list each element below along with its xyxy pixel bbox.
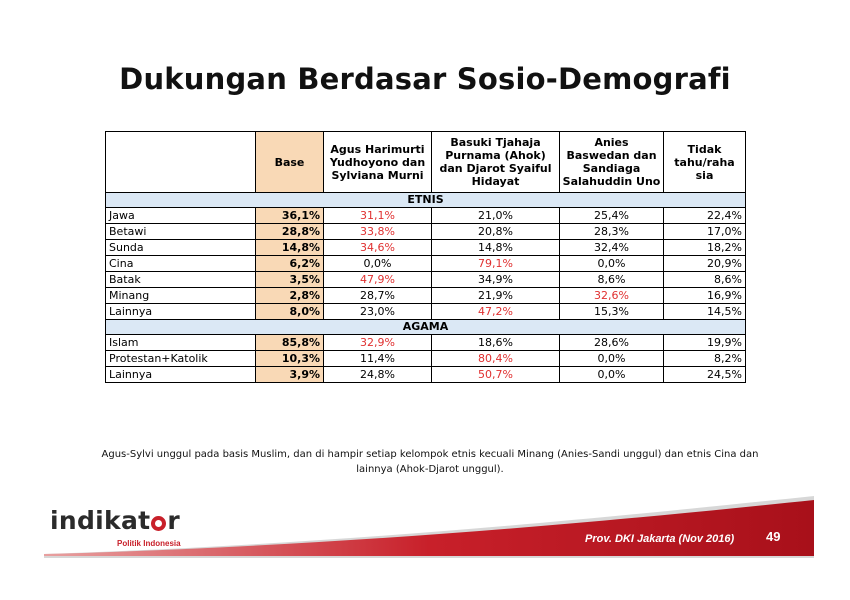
table-row: Sunda 14,8% 34,6% 14,8% 32,4% 18,2%	[105, 239, 746, 256]
footnote: Agus-Sylvi unggul pada basis Muslim, dan…	[101, 449, 759, 475]
base-cell: 8,0%	[255, 303, 324, 320]
base-cell: 14,8%	[255, 239, 324, 256]
row-label: Sunda	[105, 239, 256, 256]
section-label: ETNIS	[105, 192, 746, 208]
base-cell: 6,2%	[255, 255, 324, 272]
cell-tidak: 19,9%	[663, 334, 746, 351]
row-label: Jawa	[105, 207, 256, 224]
table-body: ETNIS Jawa 36,1% 31,1% 21,0% 25,4% 22,4% Betawi…	[105, 192, 746, 383]
cell-basuki: 47,2%	[431, 303, 560, 320]
cell-anies: 25,4%	[559, 207, 664, 224]
cell-tidak: 20,9%	[663, 255, 746, 272]
row-label: Batak	[105, 271, 256, 288]
cell-tidak: 17,0%	[663, 223, 746, 240]
table-row: Batak 3,5% 47,9% 34,9% 8,6% 8,6%	[105, 271, 746, 288]
cell-basuki: 14,8%	[431, 239, 560, 256]
base-cell: 3,5%	[255, 271, 324, 288]
header-basuki: Basuki Tjahaja Purnama (Ahok) dan Djarot…	[431, 131, 560, 193]
cell-tidak: 14,5%	[663, 303, 746, 320]
section-row-etnis: ETNIS	[105, 192, 746, 208]
cell-agus: 34,6%	[323, 239, 432, 256]
section-label: AGAMA	[105, 319, 746, 335]
footer-swoosh	[44, 496, 814, 558]
cell-anies: 32,6%	[559, 287, 664, 304]
cell-agus: 23,0%	[323, 303, 432, 320]
page-title: Dukungan Berdasar Sosio-Demografi	[119, 62, 731, 96]
base-cell: 36,1%	[255, 207, 324, 224]
cell-tidak: 18,2%	[663, 239, 746, 256]
cell-agus: 0,0%	[323, 255, 432, 272]
cell-anies: 28,6%	[559, 334, 664, 351]
table-row: Minang 2,8% 28,7% 21,9% 32,6% 16,9%	[105, 287, 746, 304]
section-row-agama: AGAMA	[105, 319, 746, 335]
table-row: Cina 6,2% 0,0% 79,1% 0,0% 20,9%	[105, 255, 746, 272]
support-table: Base Agus Harimurti Yudhoyono dan Sylvia…	[105, 131, 746, 383]
cell-tidak: 22,4%	[663, 207, 746, 224]
table-row: Islam 85,8% 32,9% 18,6% 28,6% 19,9%	[105, 334, 746, 351]
logo-o-icon	[151, 516, 167, 531]
cell-tidak: 8,2%	[663, 350, 746, 367]
base-cell: 3,9%	[255, 366, 324, 383]
logo-text-start: indikat	[50, 506, 151, 535]
base-cell: 2,8%	[255, 287, 324, 304]
cell-basuki: 21,0%	[431, 207, 560, 224]
cell-anies: 0,0%	[559, 350, 664, 367]
table-row: Lainnya 3,9% 24,8% 50,7% 0,0% 24,5%	[105, 366, 746, 383]
indikator-logo: indikat r	[50, 506, 180, 535]
cell-agus: 33,8%	[323, 223, 432, 240]
cell-agus: 47,9%	[323, 271, 432, 288]
table-row: Jawa 36,1% 31,1% 21,0% 25,4% 22,4%	[105, 207, 746, 224]
cell-anies: 0,0%	[559, 366, 664, 383]
cell-agus: 11,4%	[323, 350, 432, 367]
header-blank	[105, 131, 256, 193]
cell-basuki: 18,6%	[431, 334, 560, 351]
logo-text-end: r	[167, 506, 181, 535]
cell-basuki: 79,1%	[431, 255, 560, 272]
cell-agus: 31,1%	[323, 207, 432, 224]
cell-basuki: 21,9%	[431, 287, 560, 304]
row-label: Lainnya	[105, 366, 256, 383]
footer-region: Prov. DKI Jakarta (Nov 2016)	[585, 533, 735, 545]
cell-agus: 32,9%	[323, 334, 432, 351]
base-cell: 10,3%	[255, 350, 324, 367]
table-header-row: Base Agus Harimurti Yudhoyono dan Sylvia…	[105, 131, 746, 193]
header-agus: Agus Harimurti Yudhoyono dan Sylviana Mu…	[323, 131, 432, 193]
cell-agus: 24,8%	[323, 366, 432, 383]
cell-tidak: 24,5%	[663, 366, 746, 383]
cell-basuki: 80,4%	[431, 350, 560, 367]
cell-tidak: 8,6%	[663, 271, 746, 288]
header-base: Base	[255, 131, 324, 193]
row-label: Lainnya	[105, 303, 256, 320]
header-tidak: Tidak tahu/raha sia	[663, 131, 746, 193]
logo-subtitle: Politik Indonesia	[117, 539, 181, 548]
row-label: Islam	[105, 334, 256, 351]
table-row: Betawi 28,8% 33,8% 20,8% 28,3% 17,0%	[105, 223, 746, 240]
cell-anies: 8,6%	[559, 271, 664, 288]
base-cell: 85,8%	[255, 334, 324, 351]
row-label: Cina	[105, 255, 256, 272]
cell-tidak: 16,9%	[663, 287, 746, 304]
cell-basuki: 50,7%	[431, 366, 560, 383]
row-label: Minang	[105, 287, 256, 304]
row-label: Protestan+Katolik	[105, 350, 256, 367]
row-label: Betawi	[105, 223, 256, 240]
table-row: Protestan+Katolik 10,3% 11,4% 80,4% 0,0% 8,2%	[105, 350, 746, 367]
cell-basuki: 34,9%	[431, 271, 560, 288]
page-number: 49	[766, 529, 781, 544]
cell-agus: 28,7%	[323, 287, 432, 304]
base-cell: 28,8%	[255, 223, 324, 240]
header-anies: Anies Baswedan dan Sandiaga Salahuddin U…	[559, 131, 664, 193]
cell-anies: 15,3%	[559, 303, 664, 320]
cell-anies: 0,0%	[559, 255, 664, 272]
table-row: Lainnya 8,0% 23,0% 47,2% 15,3% 14,5%	[105, 303, 746, 320]
cell-anies: 28,3%	[559, 223, 664, 240]
cell-anies: 32,4%	[559, 239, 664, 256]
cell-basuki: 20,8%	[431, 223, 560, 240]
